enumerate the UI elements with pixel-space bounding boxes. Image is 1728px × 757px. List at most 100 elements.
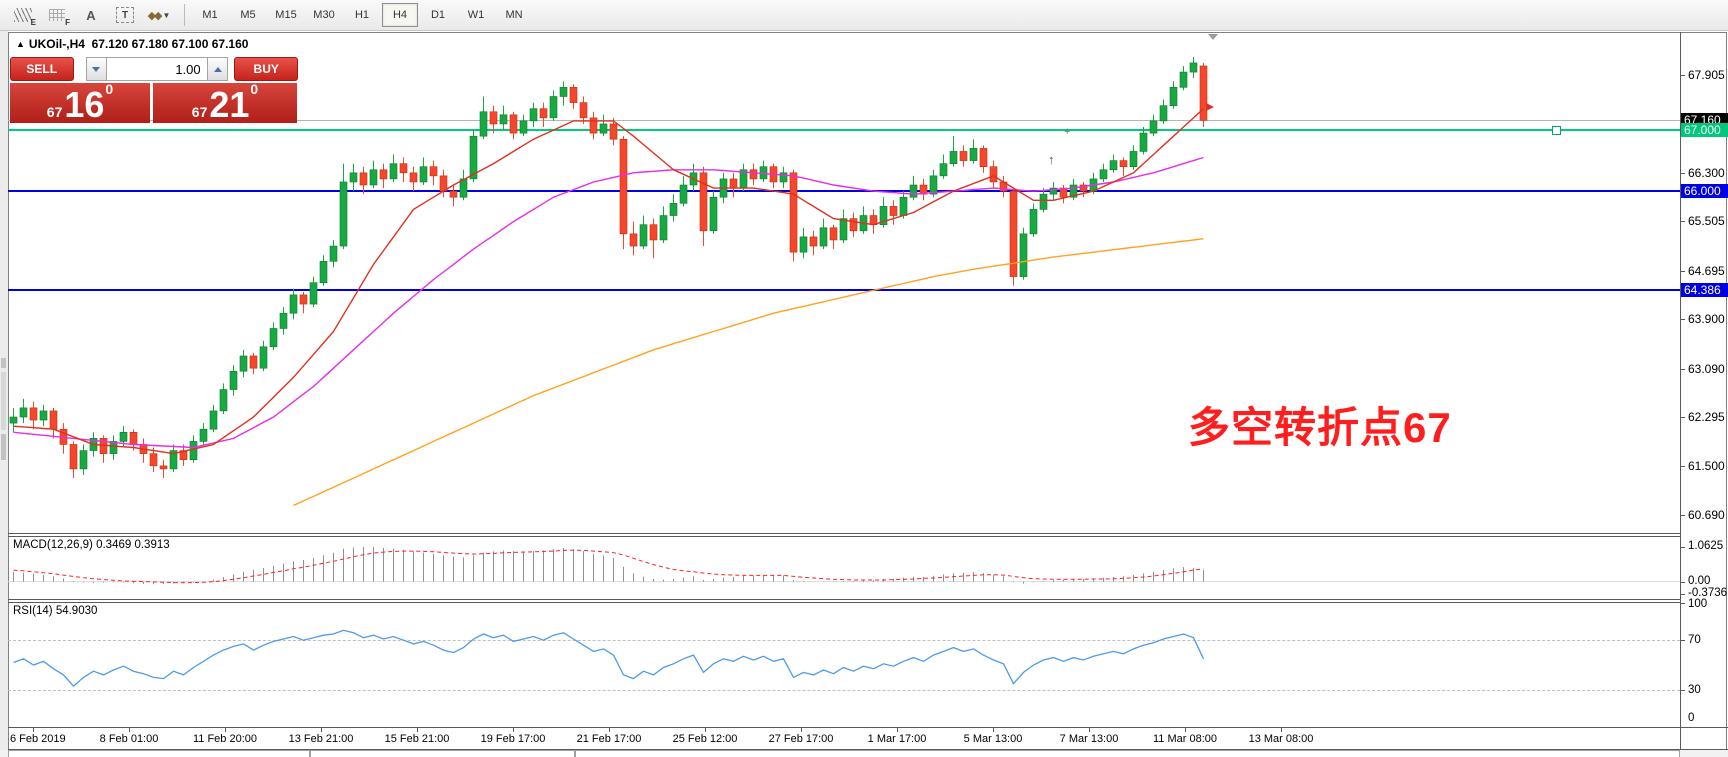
price-label-67.000: 67.000 bbox=[1681, 123, 1728, 138]
timeframe-button-M30[interactable]: M30 bbox=[313, 9, 335, 21]
time-label: 19 Feb 17:00 bbox=[480, 733, 546, 745]
timeframe-button-M1[interactable]: M1 bbox=[202, 9, 218, 21]
price-label-64.386: 64.386 bbox=[1681, 282, 1728, 297]
time-tick bbox=[1185, 728, 1186, 732]
horizontal-line-66[interactable] bbox=[8, 190, 1680, 193]
macd-tick bbox=[1680, 593, 1685, 595]
chart-shift-marker[interactable] bbox=[1208, 34, 1218, 40]
sell-price-whole: 67 bbox=[46, 104, 63, 120]
volume-decrease-button[interactable] bbox=[85, 57, 108, 81]
timeframe-button-M15[interactable]: M15 bbox=[275, 9, 297, 21]
trade-open-arrow-icon[interactable]: ↑ bbox=[1048, 152, 1055, 167]
timeframe-button-H1[interactable]: H1 bbox=[354, 9, 370, 21]
macd-tick-label: 1.0625 bbox=[1688, 539, 1724, 552]
last-price-arrow-icon bbox=[1206, 103, 1214, 111]
text-box-icon[interactable]: T bbox=[110, 3, 140, 27]
left-gutter bbox=[0, 30, 8, 750]
timeframe-button-M5[interactable]: M5 bbox=[240, 9, 256, 21]
trade-close-cross-icon[interactable]: + bbox=[1064, 126, 1071, 138]
buy-price-fraction: 0 bbox=[250, 81, 259, 97]
rsi-tick bbox=[1680, 640, 1685, 642]
price-tick-label: 60.690 bbox=[1688, 508, 1725, 523]
one-click-trading-panel: SELL 1.00 BUY 67 16 0 67 21 0 bbox=[10, 57, 298, 123]
price-axis-line bbox=[1680, 32, 1681, 750]
time-label: 1 Mar 17:00 bbox=[867, 733, 927, 745]
price-tick-label: 62.295 bbox=[1688, 410, 1725, 425]
symbol-marker-icon: ▲ bbox=[16, 39, 25, 49]
expert-advisor-icon[interactable]: E bbox=[8, 3, 38, 27]
timeframe-button-D1[interactable]: D1 bbox=[430, 9, 446, 21]
price-tick bbox=[1680, 368, 1685, 370]
volume-input[interactable]: 1.00 bbox=[107, 57, 208, 81]
pane-separator bbox=[8, 536, 1680, 537]
macd-label: MACD(12,26,9) 0.3469 0.3913 bbox=[13, 539, 170, 551]
time-tick bbox=[321, 728, 322, 732]
icon-letter-t: T bbox=[116, 7, 134, 23]
time-tick bbox=[705, 728, 706, 732]
time-label: 11 Mar 08:00 bbox=[1152, 733, 1218, 745]
time-tick bbox=[609, 728, 610, 732]
timeframe-button-MN[interactable]: MN bbox=[505, 9, 523, 21]
timeframe-button-W1[interactable]: W1 bbox=[467, 9, 485, 21]
price-tick bbox=[1680, 515, 1685, 517]
timeframe-toolbar: M1 M5 M15 M30 H1 H4 D1 W1 MN bbox=[191, 3, 533, 27]
rsi-tick-label: 0 bbox=[1688, 712, 1695, 724]
time-tick bbox=[993, 728, 994, 732]
data-window-icon[interactable]: F bbox=[42, 3, 72, 27]
bottom-tab[interactable] bbox=[575, 750, 1680, 757]
ohlc-readout: 67.120 67.180 67.100 67.160 bbox=[91, 37, 249, 51]
hline-drag-handle[interactable] bbox=[1552, 126, 1561, 135]
rsi-tick-label: 30 bbox=[1688, 683, 1701, 696]
timeframe-button-H4[interactable]: H4 bbox=[382, 3, 418, 27]
time-tick bbox=[33, 728, 34, 732]
chevron-down-icon: ▼ bbox=[162, 10, 171, 20]
hatch-glyph bbox=[14, 8, 32, 22]
buy-button[interactable]: BUY bbox=[234, 57, 298, 81]
horizontal-line-67[interactable] bbox=[8, 129, 1680, 132]
arrows-tool-icon[interactable]: ◆◆ ▼ bbox=[144, 3, 174, 27]
time-label: 25 Feb 12:00 bbox=[672, 733, 738, 745]
gutter-mark bbox=[1, 358, 6, 368]
gutter-mark bbox=[1, 372, 6, 430]
rsi-tick bbox=[1680, 689, 1685, 691]
time-tick bbox=[225, 728, 226, 732]
rsi-level-line bbox=[8, 689, 1680, 691]
time-label: 27 Feb 17:00 bbox=[768, 733, 834, 745]
price-tick-label: 63.900 bbox=[1688, 312, 1725, 327]
toolbar: E F A T ◆◆ ▼ M1 M5 M15 M30 H1 H4 D1 W1 MN bbox=[0, 0, 1728, 31]
time-label: 15 Feb 21:00 bbox=[384, 733, 450, 745]
time-tick bbox=[513, 728, 514, 732]
bottom-tab[interactable] bbox=[310, 750, 575, 757]
time-tick bbox=[1281, 728, 1282, 732]
macd-tick-label: 0.00 bbox=[1688, 574, 1711, 587]
rsi-label: RSI(14) 54.9030 bbox=[13, 605, 98, 617]
price-tick bbox=[1680, 417, 1685, 419]
pane-separator[interactable] bbox=[8, 533, 1680, 534]
bottom-tab[interactable] bbox=[8, 750, 310, 757]
sell-price-panel[interactable]: 67 16 0 bbox=[10, 82, 150, 123]
rsi-tick bbox=[1680, 603, 1685, 604]
price-label-66.000: 66.000 bbox=[1681, 184, 1728, 199]
time-tick bbox=[897, 728, 898, 732]
buy-price-whole: 67 bbox=[191, 104, 208, 120]
volume-increase-button[interactable] bbox=[207, 57, 229, 81]
price-tick bbox=[1680, 465, 1685, 467]
chart-text-annotation[interactable]: 多空转折点67 bbox=[1188, 404, 1452, 451]
diamond-arrows-glyph: ◆◆ bbox=[147, 9, 163, 22]
time-label: 13 Feb 21:00 bbox=[288, 733, 354, 745]
buy-price-pips: 21 bbox=[209, 84, 250, 125]
time-label: 21 Feb 17:00 bbox=[576, 733, 642, 745]
price-tick-label: 66.300 bbox=[1688, 165, 1725, 180]
sell-button[interactable]: SELL bbox=[10, 57, 74, 81]
price-tick bbox=[1680, 221, 1685, 223]
text-label-icon[interactable]: A bbox=[76, 3, 106, 27]
buy-price-panel[interactable]: 67 21 0 bbox=[153, 81, 297, 125]
time-tick bbox=[1089, 728, 1090, 732]
horizontal-line-64.386[interactable] bbox=[8, 288, 1680, 291]
chart-canvas[interactable] bbox=[8, 32, 1680, 727]
pane-separator[interactable] bbox=[8, 599, 1680, 600]
time-label: 5 Mar 13:00 bbox=[963, 733, 1023, 745]
pane-separator bbox=[8, 602, 1680, 603]
icon-letter-a: A bbox=[86, 7, 96, 23]
